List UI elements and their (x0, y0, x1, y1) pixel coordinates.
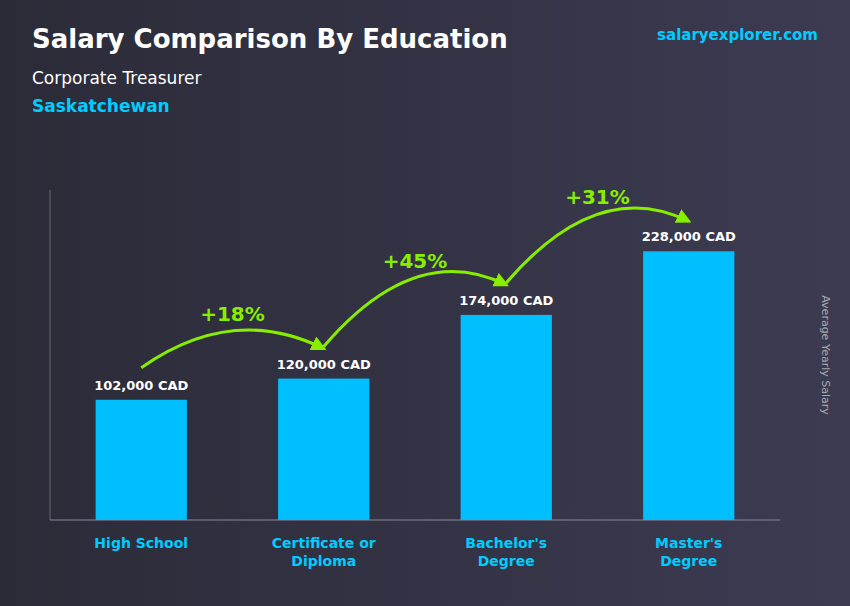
growth-arrow (324, 272, 507, 347)
growth-arrow (141, 330, 324, 368)
value-label: 102,000 CAD (94, 378, 188, 393)
x-tick-label-line: Degree (478, 553, 535, 569)
annotation: +18% (200, 302, 265, 326)
y-axis-label: Average Yearly Salary (819, 295, 832, 415)
bar (461, 315, 552, 520)
value-label: 174,000 CAD (459, 293, 553, 308)
x-tick-label-line: Degree (660, 553, 717, 569)
x-tick-label-line: High School (94, 535, 188, 551)
value-label: 228,000 CAD (642, 229, 736, 244)
subtitle: Corporate Treasurer (32, 68, 201, 88)
annotation: +45% (383, 249, 448, 273)
growth-arrow (506, 208, 689, 283)
bar (278, 379, 369, 520)
title: Salary Comparison By Education (32, 24, 508, 54)
x-tick-label-line: Bachelor's (465, 535, 547, 551)
x-tick-label: Master's Degree (655, 535, 722, 569)
x-tick-label: Certificate or Diploma (272, 535, 376, 569)
background (0, 0, 850, 606)
location: Saskatchewan (32, 96, 170, 116)
x-tick-label: High School (94, 535, 188, 551)
chart: Salary Comparison By Education Corporate … (0, 0, 850, 606)
bars (96, 251, 735, 520)
bar (96, 400, 187, 520)
source: salaryexplorer.com (657, 26, 818, 44)
annotation: +31% (565, 185, 630, 209)
x-tick-label-line: Certificate or (272, 535, 376, 551)
bar (643, 251, 734, 520)
x-tick-label-line: Diploma (291, 553, 356, 569)
x-tick-label-line: Master's (655, 535, 722, 551)
y-axis-line (50, 190, 51, 520)
x-tick-label: Bachelor's Degree (465, 535, 547, 569)
value-label: 120,000 CAD (277, 357, 371, 372)
